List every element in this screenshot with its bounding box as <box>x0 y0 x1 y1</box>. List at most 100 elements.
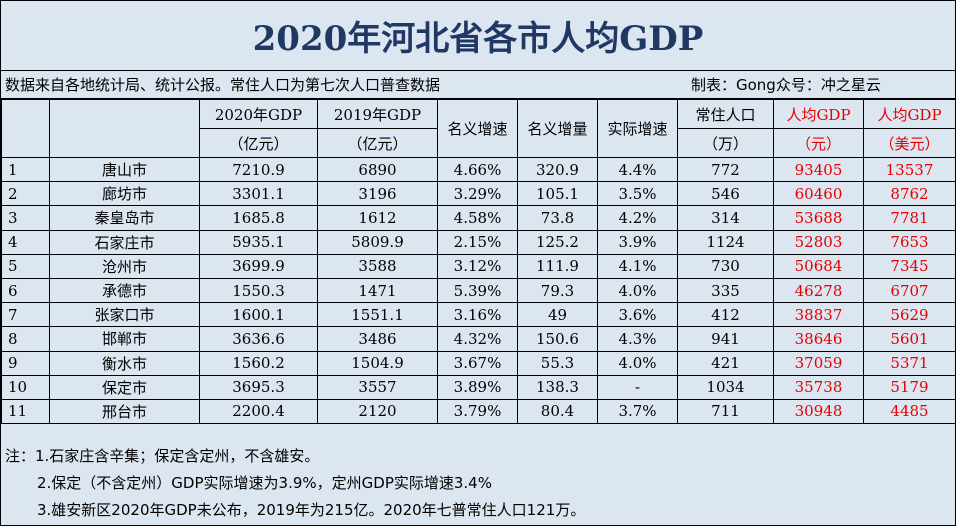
footnote-3: 3.雄安新区2020年GDP未公布，2019年为215亿。2020年七普常住人口… <box>37 501 586 519</box>
cell-nominal-increase: 49 <box>517 302 598 328</box>
header-row-2: （亿元） （亿元） （万） （元） （美元） <box>2 128 956 158</box>
cell-gdp2020: 1685.8 <box>199 205 318 231</box>
footnotes: 注：1.石家庄含辛集；保定含定州，不含雄安。 2.保定（不含定州）GDP实际增速… <box>1 443 955 524</box>
cell-population: 1124 <box>677 229 774 255</box>
cell-pc-yuan: 50684 <box>773 253 864 279</box>
cell-index: 11 <box>1 398 50 425</box>
cell-nominal-growth: 5.39% <box>437 277 518 304</box>
cell-population: 730 <box>677 253 774 279</box>
cell-pc-usd: 6707 <box>863 277 956 304</box>
cell-pc-yuan: 93405 <box>773 156 864 183</box>
cell-nominal-increase: 105.1 <box>517 181 598 207</box>
cell-index: 9 <box>1 350 50 376</box>
header-index <box>1 99 50 158</box>
header-population-unit: （万） <box>677 128 774 158</box>
cell-pc-yuan: 30948 <box>773 398 864 425</box>
cell-nominal-increase: 73.8 <box>517 205 598 231</box>
header-real-growth: 实际增速 <box>597 99 678 158</box>
cell-pc-yuan: 53688 <box>773 205 864 231</box>
cell-real-growth: 3.5% <box>597 181 678 207</box>
cell-nominal-growth: 3.16% <box>437 302 518 328</box>
header-pc-yuan: 人均GDP <box>773 99 864 129</box>
cell-city: 廊坊市 <box>49 181 200 207</box>
header-nominal-increase: 名义增量 <box>517 99 598 158</box>
cell-index: 8 <box>1 326 50 352</box>
cell-pc-usd: 5371 <box>863 350 956 376</box>
cell-index: 1 <box>1 156 50 183</box>
footnote-2: 2.保定（不含定州）GDP实际增速为3.9%，定州GDP实际增速3.4% <box>37 474 492 492</box>
cell-population: 772 <box>677 156 774 183</box>
cell-real-growth: - <box>597 374 678 400</box>
cell-nominal-growth: 3.89% <box>437 374 518 400</box>
table-row: 7 张家口市 1600.1 1551.1 3.16% 49 3.6% 412 38837 5629 <box>1 302 956 328</box>
cell-nominal-increase: 111.9 <box>517 253 598 279</box>
cell-gdp2019: 3196 <box>317 181 438 207</box>
cell-real-growth: 4.2% <box>597 205 678 231</box>
cell-real-growth: 3.6% <box>597 302 678 328</box>
cell-index: 6 <box>1 277 50 304</box>
cell-population: 314 <box>677 205 774 231</box>
cell-real-growth: 4.0% <box>597 350 678 376</box>
cell-gdp2019: 1612 <box>317 205 438 231</box>
cell-gdp2020: 7210.9 <box>199 156 318 183</box>
cell-gdp2019: 3588 <box>317 253 438 279</box>
table-row: 8 邯郸市 3636.6 3486 4.32% 150.6 4.3% 941 38646 5601 <box>1 326 956 352</box>
cell-gdp2020: 1560.2 <box>199 350 318 376</box>
cell-gdp2020: 2200.4 <box>199 398 318 425</box>
table-row: 5 沧州市 3699.9 3588 3.12% 111.9 4.1% 730 50684 7345 <box>1 253 956 279</box>
cell-nominal-increase: 138.3 <box>517 374 598 400</box>
cell-gdp2020: 3301.1 <box>199 181 318 207</box>
cell-index: 5 <box>1 253 50 279</box>
cell-index: 3 <box>1 205 50 231</box>
cell-population: 711 <box>677 398 774 425</box>
cell-city: 承德市 <box>49 277 200 304</box>
table-row: 11 邢台市 2200.4 2120 3.79% 80.4 3.7% 711 30948 4485 <box>1 398 956 425</box>
header-gdp2019: 2019年GDP <box>317 99 438 129</box>
cell-nominal-growth: 3.29% <box>437 181 518 207</box>
cell-nominal-increase: 125.2 <box>517 229 598 255</box>
table-row: 6 承德市 1550.3 1471 5.39% 79.3 4.0% 335 46278 6707 <box>1 277 956 304</box>
cell-pc-usd: 4485 <box>863 398 956 425</box>
header-city <box>49 99 200 158</box>
cell-index: 2 <box>1 181 50 207</box>
header-row-1: 2020年GDP 2019年GDP 名义增速 名义增量 实际增速 常住人口 人均… <box>1 99 956 158</box>
cell-real-growth: 3.9% <box>597 229 678 255</box>
cell-gdp2020: 3699.9 <box>199 253 318 279</box>
cell-index: 10 <box>1 374 50 400</box>
page-title: 2020年河北省各市人均GDP <box>1 1 955 71</box>
cell-nominal-growth: 4.32% <box>437 326 518 352</box>
cell-pc-usd: 5179 <box>863 374 956 400</box>
cell-pc-yuan: 52803 <box>773 229 864 255</box>
cell-city: 衡水市 <box>49 350 200 376</box>
author-credit: 制表：Gong众号：冲之星云 <box>691 76 881 94</box>
data-source-note: 数据来自各地统计局、统计公报。常住人口为第七次人口普查数据 <box>5 76 441 94</box>
cell-gdp2019: 1504.9 <box>317 350 438 376</box>
cell-real-growth: 4.0% <box>597 277 678 304</box>
cell-gdp2019: 1471 <box>317 277 438 304</box>
cell-city: 沧州市 <box>49 253 200 279</box>
cell-nominal-growth: 4.66% <box>437 156 518 183</box>
cell-nominal-growth: 3.67% <box>437 350 518 376</box>
header-gdp2020: 2020年GDP <box>199 99 318 129</box>
cell-nominal-increase: 80.4 <box>517 398 598 425</box>
cell-gdp2020: 5935.1 <box>199 229 318 255</box>
cell-city: 邢台市 <box>49 398 200 425</box>
cell-population: 335 <box>677 277 774 304</box>
cell-pc-usd: 7345 <box>863 253 956 279</box>
header-pc-usd-unit: （美元） <box>863 128 956 158</box>
cell-population: 421 <box>677 350 774 376</box>
table-row: 1 唐山市 7210.9 6890 4.66% 320.9 4.4% 772 93405 1353… <box>1 156 956 183</box>
cell-pc-yuan: 46278 <box>773 277 864 304</box>
cell-population: 412 <box>677 302 774 328</box>
header-gdp2019-unit: （亿元） <box>317 128 438 158</box>
cell-nominal-growth: 2.15% <box>437 229 518 255</box>
cell-gdp2019: 3557 <box>317 374 438 400</box>
table-row: 10 保定市 3695.3 3557 3.89% 138.3-1034 35738 5179 <box>1 374 956 400</box>
cell-gdp2020: 1550.3 <box>199 277 318 304</box>
cell-population: 1034 <box>677 374 774 400</box>
header-pc-yuan-unit: （元） <box>773 128 864 158</box>
cell-population: 546 <box>677 181 774 207</box>
cell-city: 秦皇岛市 <box>49 205 200 231</box>
table-row: 9 衡水市 1560.2 1504.9 3.67% 55.3 4.0% 421 37059 537… <box>1 350 956 376</box>
